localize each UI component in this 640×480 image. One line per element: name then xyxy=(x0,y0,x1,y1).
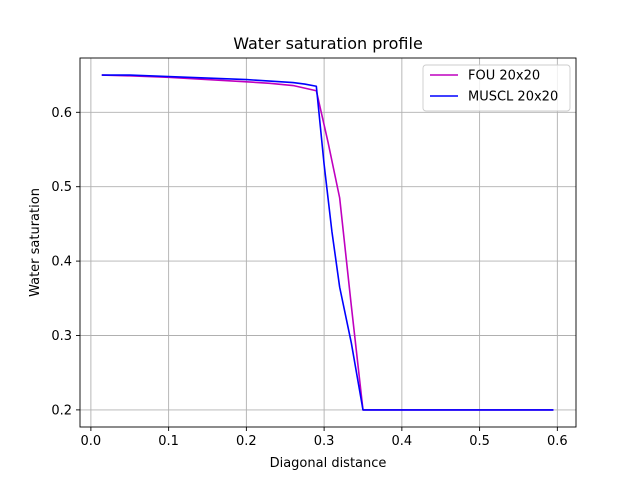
x-tick-label: 0.3 xyxy=(314,434,335,449)
x-axis-label: Diagonal distance xyxy=(270,456,387,471)
x-tick-label: 0.0 xyxy=(81,434,102,449)
legend-box xyxy=(422,64,571,112)
legend-label: MUSCL 20x20 xyxy=(468,90,558,105)
y-axis-label: Water saturation xyxy=(28,188,43,297)
legend-label: FOU 20x20 xyxy=(468,69,540,84)
grid xyxy=(80,58,576,427)
y-tick-label: 0.5 xyxy=(51,180,72,195)
plot-frame xyxy=(79,57,577,428)
x-tick-label: 0.2 xyxy=(236,434,257,449)
y-tick-label: 0.3 xyxy=(51,329,72,344)
x-tick-label: 0.5 xyxy=(469,434,490,449)
legend: FOU 20x20 MUSCL 20x20 xyxy=(422,64,571,112)
chart-title: Water saturation profile xyxy=(233,34,423,53)
x-tick-label: 0.4 xyxy=(392,434,413,449)
y-tick-label: 0.4 xyxy=(51,255,72,270)
axis-ticks: 0.0 0.1 0.2 0.3 0.4 0.5 0.6 0.2 0.3 0.4 0.5 0.6 xyxy=(51,106,567,449)
x-tick-label: 0.1 xyxy=(158,434,179,449)
y-tick-label: 0.6 xyxy=(51,106,72,121)
x-tick-label: 0.6 xyxy=(547,434,568,449)
y-tick-label: 0.2 xyxy=(51,403,72,418)
series-line-muscl xyxy=(101,74,554,411)
series-lines xyxy=(101,74,554,411)
